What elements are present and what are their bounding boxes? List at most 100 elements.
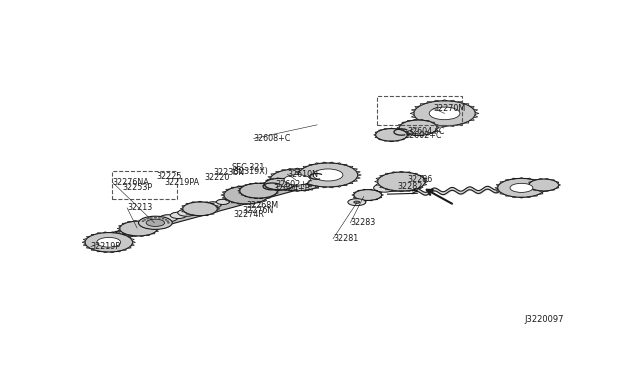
Text: 32610N: 32610N [287, 170, 318, 179]
Polygon shape [379, 139, 382, 140]
Polygon shape [352, 194, 354, 196]
Polygon shape [282, 178, 286, 179]
Polygon shape [398, 124, 401, 126]
Polygon shape [410, 112, 414, 115]
Polygon shape [309, 164, 313, 166]
Bar [376, 96, 462, 125]
Polygon shape [271, 185, 275, 186]
Polygon shape [406, 172, 412, 173]
Polygon shape [405, 132, 408, 133]
Polygon shape [288, 190, 292, 191]
Polygon shape [374, 134, 376, 136]
Polygon shape [127, 234, 131, 235]
Polygon shape [539, 182, 543, 183]
Ellipse shape [216, 199, 229, 205]
Polygon shape [374, 180, 378, 183]
Polygon shape [118, 225, 122, 227]
Polygon shape [442, 100, 447, 101]
Text: 32608+C: 32608+C [253, 134, 291, 143]
Polygon shape [180, 208, 183, 210]
Polygon shape [217, 208, 220, 210]
Text: J3220097: J3220097 [524, 315, 564, 324]
Polygon shape [464, 104, 469, 105]
Polygon shape [182, 211, 185, 212]
Ellipse shape [116, 230, 136, 237]
Polygon shape [287, 179, 291, 180]
Polygon shape [308, 170, 313, 171]
Polygon shape [92, 249, 95, 250]
Polygon shape [282, 189, 286, 190]
Text: 32602+C: 32602+C [276, 180, 314, 189]
Ellipse shape [348, 199, 365, 206]
Polygon shape [375, 132, 378, 133]
Polygon shape [353, 196, 356, 198]
Polygon shape [257, 187, 261, 189]
Polygon shape [251, 203, 255, 204]
Polygon shape [226, 199, 230, 201]
Polygon shape [396, 128, 399, 129]
Polygon shape [241, 186, 244, 187]
Polygon shape [156, 230, 159, 232]
Polygon shape [146, 234, 150, 235]
Polygon shape [319, 174, 324, 175]
Polygon shape [292, 186, 295, 187]
Polygon shape [551, 180, 555, 181]
Polygon shape [215, 205, 218, 207]
Polygon shape [383, 140, 387, 141]
Polygon shape [269, 196, 272, 197]
Polygon shape [237, 203, 242, 204]
Polygon shape [405, 137, 408, 138]
Polygon shape [191, 215, 196, 216]
Polygon shape [86, 247, 90, 248]
Polygon shape [295, 168, 300, 169]
Text: 32286: 32286 [408, 175, 433, 185]
Polygon shape [376, 178, 380, 180]
Polygon shape [110, 232, 115, 233]
Polygon shape [358, 174, 362, 176]
Polygon shape [336, 163, 341, 164]
Polygon shape [133, 235, 138, 237]
Text: 32236N: 32236N [213, 168, 244, 177]
Polygon shape [303, 166, 307, 168]
Polygon shape [381, 194, 383, 196]
Polygon shape [122, 249, 126, 250]
Polygon shape [532, 180, 536, 181]
Polygon shape [103, 252, 108, 253]
Polygon shape [426, 121, 429, 122]
Polygon shape [249, 197, 253, 198]
Polygon shape [222, 197, 226, 199]
Polygon shape [495, 187, 498, 189]
Polygon shape [324, 179, 328, 181]
Polygon shape [270, 189, 274, 190]
Polygon shape [157, 228, 160, 230]
Polygon shape [97, 232, 101, 234]
Polygon shape [103, 232, 108, 233]
Polygon shape [241, 194, 244, 195]
Polygon shape [116, 251, 121, 252]
Polygon shape [273, 186, 276, 187]
Polygon shape [263, 185, 266, 186]
Polygon shape [470, 106, 474, 108]
Polygon shape [329, 187, 334, 188]
Polygon shape [295, 191, 300, 192]
Polygon shape [559, 184, 561, 186]
Polygon shape [519, 197, 524, 198]
Polygon shape [379, 130, 382, 131]
Polygon shape [249, 183, 253, 184]
Polygon shape [423, 183, 427, 186]
Text: 32219P: 32219P [91, 242, 121, 251]
Polygon shape [266, 180, 269, 182]
Ellipse shape [224, 186, 269, 204]
Polygon shape [506, 195, 509, 196]
Polygon shape [282, 189, 286, 190]
Polygon shape [376, 183, 380, 186]
Polygon shape [353, 192, 356, 193]
Ellipse shape [498, 179, 545, 197]
Polygon shape [127, 236, 131, 238]
Text: 32268M: 32268M [246, 201, 278, 210]
Polygon shape [533, 180, 538, 181]
Polygon shape [545, 190, 549, 192]
Polygon shape [389, 141, 394, 142]
Polygon shape [186, 203, 189, 205]
Polygon shape [268, 176, 271, 178]
